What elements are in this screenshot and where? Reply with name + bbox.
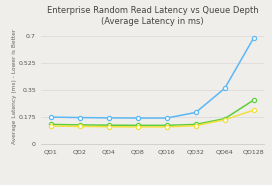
Line: Intel P3700 1.6TB: Intel P3700 1.6TB [49,98,256,127]
Intel P3700 1.6TB [78,124,82,126]
Intel SSD 910 800GB [78,117,82,119]
Y-axis label: Average Latency (ms) - Lower is Better: Average Latency (ms) - Lower is Better [12,28,17,144]
Micron P420m 1.4TB [107,126,110,128]
Intel P3700 1.6TB [252,99,255,101]
Line: Micron P420m 1.4TB: Micron P420m 1.4TB [49,108,256,129]
Legend: Intel SSD 910 800GB, Intel P3700 1.6TB, Micron P420m 1.4TB: Intel SSD 910 800GB, Intel P3700 1.6TB, … [54,184,251,185]
Micron P420m 1.4TB [78,125,82,127]
Title: Enterprise Random Read Latency vs Queue Depth
(Average Latency in ms): Enterprise Random Read Latency vs Queue … [47,6,258,26]
Micron P420m 1.4TB [194,125,197,127]
Intel P3700 1.6TB [107,124,110,126]
Intel P3700 1.6TB [165,124,168,127]
Intel SSD 910 800GB [49,116,52,118]
Micron P420m 1.4TB [49,125,52,127]
Micron P420m 1.4TB [252,109,255,111]
Intel P3700 1.6TB [194,123,197,125]
Intel P3700 1.6TB [223,117,226,120]
Line: Intel SSD 910 800GB: Intel SSD 910 800GB [49,36,256,120]
Intel SSD 910 800GB [165,117,168,119]
Micron P420m 1.4TB [223,119,226,121]
Micron P420m 1.4TB [136,126,140,128]
Intel SSD 910 800GB [107,117,110,119]
Intel P3700 1.6TB [49,123,52,125]
Intel SSD 910 800GB [252,37,255,39]
Intel SSD 910 800GB [136,117,140,119]
Intel SSD 910 800GB [194,111,197,114]
Intel SSD 910 800GB [223,87,226,90]
Intel P3700 1.6TB [136,124,140,127]
Micron P420m 1.4TB [165,126,168,128]
